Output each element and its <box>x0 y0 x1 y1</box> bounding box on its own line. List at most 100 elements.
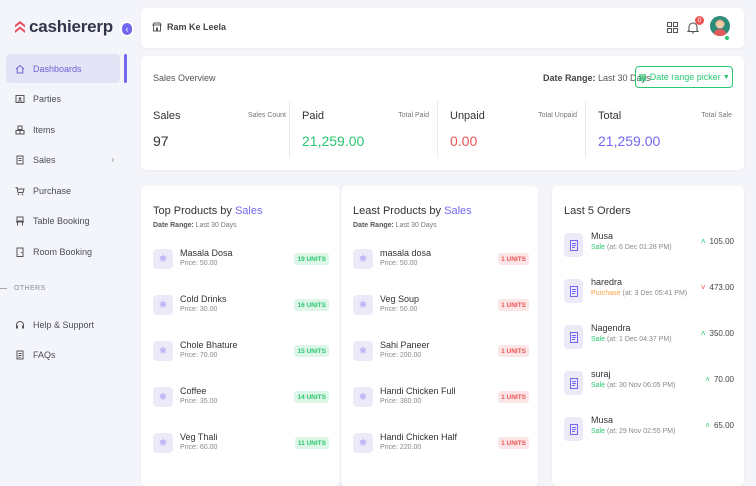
sidebar-item-label: Help & Support <box>33 319 95 330</box>
order-type: Sale <box>591 244 606 251</box>
sidebar-item-label: Dashboards <box>33 63 82 74</box>
card-date-range: Date Range: Last 30 Days <box>353 222 437 229</box>
card-title: Last 5 Orders <box>564 205 631 217</box>
apps-grid-icon[interactable] <box>667 22 678 33</box>
sidebar-item-table-booking[interactable]: Table Booking <box>6 207 120 236</box>
order-party: Musa <box>591 231 614 241</box>
card-date-range: Date Range: Last 30 Days <box>153 222 237 229</box>
product-name: Masala Dosa <box>180 248 233 258</box>
order-amount: ˄ 70.00 <box>705 375 734 384</box>
receipt-icon <box>564 325 583 349</box>
product-price: Price: 35.00 <box>180 398 218 405</box>
list-item[interactable]: Musa Sale (at: 29 Nov 02:55 PM) ˄ 65.00 <box>564 415 734 445</box>
top-products-card: Top Products by Sales Date Range: Last 3… <box>141 186 340 486</box>
product-name: masala dosa <box>380 248 432 258</box>
sidebar-item-purchase[interactable]: Purchase <box>6 176 120 205</box>
stat-total: Total Total Sale 21,259.00 <box>585 101 744 158</box>
collapse-sidebar-button[interactable]: ‹ <box>120 21 134 37</box>
stat-label: Total <box>598 110 622 122</box>
stat-value: 21,259.00 <box>302 133 365 149</box>
list-item[interactable]: ⚛ Handi Chicken Full Price: 380.00 1 UNI… <box>353 386 529 413</box>
list-item[interactable]: Nagendra Sale (at: 1 Dec 04:37 PM) ˄ 350.… <box>564 323 734 353</box>
units-badge: 15 UNITS <box>294 345 329 357</box>
sidebar-item-label: Sales <box>33 155 56 165</box>
top-bar: Ram Ke Leela 0 <box>141 8 744 48</box>
room-icon <box>14 246 25 257</box>
stat-sub: Total Sale <box>701 112 732 119</box>
product-icon: ⚛ <box>353 387 373 407</box>
stat-label: Unpaid <box>450 110 485 122</box>
range-value: Last 30 Days <box>395 222 437 229</box>
sidebar-item-items[interactable]: Items <box>6 115 120 144</box>
order-meta: Sale (at: 30 Nov 06:05 PM) <box>591 382 675 389</box>
product-price: Price: 380.00 <box>380 398 422 405</box>
receipt-icon <box>14 155 25 166</box>
product-name: Veg Soup <box>380 294 420 304</box>
product-icon: ⚛ <box>353 295 373 315</box>
title-text: Top Products by <box>153 205 232 217</box>
stat-label: Paid <box>302 110 325 122</box>
stat-value: 97 <box>153 133 169 149</box>
stat-paid: Paid Total Paid 21,259.00 <box>289 101 437 158</box>
sidebar-item-room-booking[interactable]: Room Booking <box>6 237 120 266</box>
units-badge: 19 UNITS <box>294 253 329 265</box>
chevron-right-icon: › <box>111 154 114 164</box>
range-label: Date Range: <box>353 222 394 229</box>
list-item[interactable]: ⚛ Chole Bhature Price: 70.00 15 UNITS <box>153 340 329 367</box>
arrow-up-icon: ˄ <box>705 421 710 430</box>
card-title: Least Products by Sales <box>353 205 472 217</box>
product-price: Price: 200.00 <box>380 352 422 359</box>
product-name: Chole Bhature <box>180 340 238 350</box>
title-text: Least Products by <box>353 205 442 217</box>
date-range-picker-button[interactable]: ▦ Date range picker ▼ <box>635 66 733 88</box>
sidebar-item-dashboards[interactable]: Dashboards <box>6 54 120 83</box>
list-item[interactable]: suraj Sale (at: 30 Nov 06:05 PM) ˄ 70.00 <box>564 369 734 399</box>
avatar-image <box>713 19 727 36</box>
title-highlight: Sales <box>444 205 472 217</box>
sidebar-item-sales[interactable]: Sales › <box>6 146 120 175</box>
receipt-icon <box>564 233 583 257</box>
calendar-icon: ▦ <box>638 71 647 82</box>
store-icon <box>152 22 162 32</box>
order-party: suraj <box>591 369 611 379</box>
last-orders-card: Last 5 Orders Musa Sale (at: 6 Dec 01:28… <box>552 186 744 486</box>
sidebar-item-parties[interactable]: Parties <box>6 85 120 114</box>
table-icon <box>14 216 25 227</box>
range-label: Date Range: <box>543 73 596 83</box>
units-badge: 1 UNITS <box>498 345 529 357</box>
product-icon: ⚛ <box>353 249 373 269</box>
list-item[interactable]: ⚛ Coffee Price: 35.00 14 UNITS <box>153 386 329 413</box>
headset-icon <box>14 319 25 330</box>
list-item[interactable]: ⚛ Sahi Paneer Price: 200.00 1 UNITS <box>353 340 529 367</box>
sidebar-item-help-support[interactable]: Help & Support <box>6 310 120 339</box>
arrow-up-icon: ˄ <box>705 375 710 384</box>
online-status-dot <box>724 35 730 41</box>
list-item[interactable]: ⚛ Veg Soup Price: 50.00 1 UNITS <box>353 294 529 321</box>
list-item[interactable]: ⚛ Handi Chicken Half Price: 220.00 1 UNI… <box>353 432 529 459</box>
contacts-icon <box>14 94 25 105</box>
order-meta: Purchase (at: 3 Dec 05:41 PM) <box>591 290 687 297</box>
avatar[interactable] <box>710 16 730 36</box>
product-icon: ⚛ <box>353 341 373 361</box>
range-label: Date Range: <box>153 222 194 229</box>
receipt-icon <box>564 279 583 303</box>
list-item[interactable]: ⚛ masala dosa Price: 50.00 1 UNITS <box>353 248 529 275</box>
shop-name: Ram Ke Leela <box>167 22 227 32</box>
list-item[interactable]: Musa Sale (at: 6 Dec 01:28 PM) ˄ 105.00 <box>564 231 734 261</box>
units-badge: 1 UNITS <box>498 437 529 449</box>
list-item[interactable]: haredra Purchase (at: 3 Dec 05:41 PM) ˅ 4… <box>564 277 734 307</box>
order-meta: Sale (at: 6 Dec 01:28 PM) <box>591 244 672 251</box>
list-item[interactable]: ⚛ Masala Dosa Price: 50.00 19 UNITS <box>153 248 329 275</box>
list-item[interactable]: ⚛ Cold Drinks Price: 30.00 16 UNITS <box>153 294 329 321</box>
list-item[interactable]: ⚛ Veg Thali Price: 60.00 11 UNITS <box>153 432 329 459</box>
least-products-card: Least Products by Sales Date Range: Last… <box>340 186 538 486</box>
order-party: Musa <box>591 415 614 425</box>
sidebar-item-faqs[interactable]: FAQs <box>6 341 120 370</box>
order-time: (at: 29 Nov 02:55 PM) <box>606 428 676 435</box>
units-badge: 1 UNITS <box>498 253 529 265</box>
shop-selector[interactable]: Ram Ke Leela <box>152 22 226 32</box>
bell-icon[interactable] <box>687 21 699 34</box>
product-price: Price: 50.00 <box>180 260 218 267</box>
brand-logo[interactable]: cashiererp <box>14 17 113 37</box>
product-name: Sahi Paneer <box>380 340 430 350</box>
